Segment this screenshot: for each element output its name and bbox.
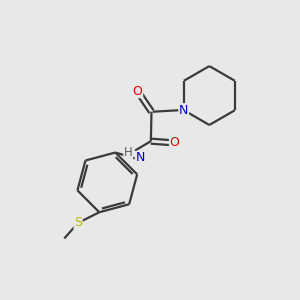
Text: N: N	[179, 104, 188, 117]
Text: O: O	[133, 85, 142, 98]
Text: N: N	[135, 152, 145, 164]
Text: H: H	[124, 146, 133, 159]
Text: S: S	[74, 216, 82, 229]
Text: O: O	[169, 136, 179, 149]
